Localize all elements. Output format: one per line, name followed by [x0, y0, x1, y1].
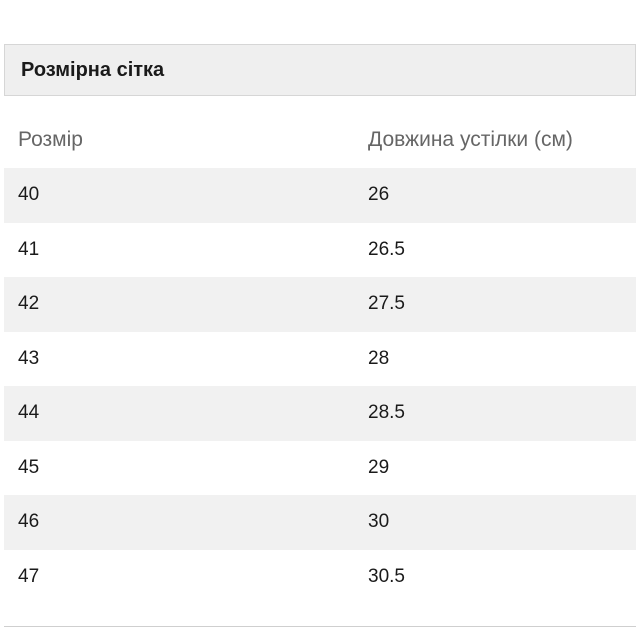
- column-header-insole-length: Довжина устілки (см): [368, 128, 573, 151]
- insole-length-cell: 28: [368, 347, 390, 369]
- size-cell: 44: [18, 402, 40, 424]
- table-row: 46 30: [4, 495, 636, 550]
- table-row: 47 30.5: [4, 550, 636, 605]
- size-cell: 40: [18, 184, 40, 206]
- size-cell: 45: [18, 456, 40, 478]
- size-cell: 46: [18, 511, 40, 533]
- column-header-size: Розмір: [18, 128, 83, 151]
- table-row: 43 28: [4, 332, 636, 387]
- size-chart-title: Розмірна сітка: [21, 58, 165, 81]
- table-row: 41 26.5: [4, 223, 636, 278]
- insole-length-cell: 29: [368, 456, 390, 478]
- insole-length-cell: 26: [368, 184, 390, 206]
- size-table: Розмір Довжина устілки (см) 40 26 41 26.…: [4, 112, 636, 604]
- size-chart-header: Розмірна сітка: [4, 44, 636, 96]
- size-cell: 41: [18, 238, 40, 260]
- size-cell: 42: [18, 293, 40, 315]
- insole-length-cell: 28.5: [368, 402, 405, 424]
- table-header-row: Розмір Довжина устілки (см): [4, 112, 636, 168]
- insole-length-cell: 27.5: [368, 293, 405, 315]
- table-bottom-divider: [4, 626, 636, 627]
- size-cell: 47: [18, 565, 40, 587]
- insole-length-cell: 30: [368, 511, 390, 533]
- table-row: 44 28.5: [4, 386, 636, 441]
- table-row: 42 27.5: [4, 277, 636, 332]
- insole-length-cell: 26.5: [368, 238, 405, 260]
- size-cell: 43: [18, 347, 40, 369]
- insole-length-cell: 30.5: [368, 565, 405, 587]
- table-row: 45 29: [4, 441, 636, 496]
- table-row: 40 26: [4, 168, 636, 223]
